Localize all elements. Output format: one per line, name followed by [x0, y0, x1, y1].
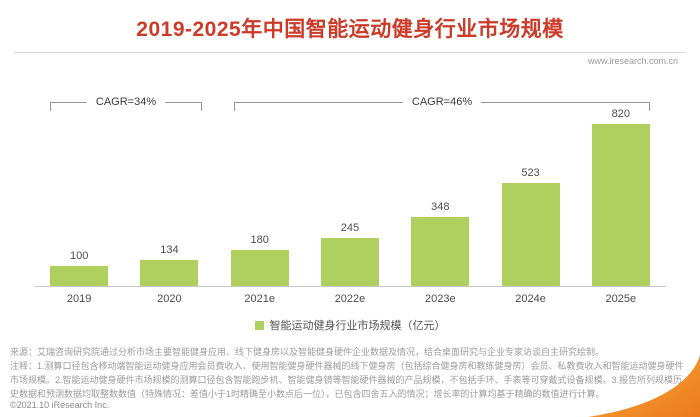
footnotes: 来源：艾瑞咨询研究院通过分析市场主要智能健身应用、线下健身房以及智能健身硬件企业…: [10, 346, 690, 402]
legend-swatch-icon: [254, 320, 264, 330]
x-axis-label: 2022e: [334, 293, 366, 305]
bar-column: 100: [34, 250, 124, 286]
bar-2021e: [230, 250, 289, 286]
cagr-label: CAGR=46%: [402, 96, 482, 108]
x-axis-label: 2023e: [424, 293, 456, 305]
annotation-note: 注释：1.测算口径包含移动端智能运动健身应用会员费收入、使用智能健身硬件器械的线…: [10, 360, 684, 399]
x-axis-label: 2024e: [515, 293, 546, 305]
iresearch-corner-swoosh-icon: [588, 355, 700, 417]
source-note: 来源：艾瑞咨询研究院通过分析市场主要智能健身应用、线下健身房以及智能健身硬件企业…: [10, 347, 605, 357]
x-axis-label: 2019: [66, 293, 92, 305]
bar-value-label: 348: [431, 201, 450, 213]
bar-value-label: 180: [250, 234, 269, 246]
bar-value-label: 100: [69, 250, 89, 262]
plot-area: 100 134 180 245 348 523 820: [34, 96, 666, 287]
bar-chart: CAGR=34% CAGR=46% 100 134 180 245 348 523 820 …: [34, 96, 666, 333]
bar-2022e: [320, 238, 379, 286]
bar-value-label: 245: [340, 222, 360, 234]
x-axis-label: 2025e: [605, 293, 637, 305]
chart-legend: 智能运动健身行业市场规模（亿元）: [34, 317, 666, 333]
bar-column: 523: [485, 167, 575, 286]
website-url: www.iresearch.com.cn: [587, 56, 678, 66]
copyright-text: ©2021.10 iResearch Inc.: [10, 400, 110, 410]
bar-column: 820: [576, 108, 666, 286]
x-axis: 2019 2020 2021e 2022e 2023e 2024e 2025e: [34, 287, 666, 305]
x-axis-label: 2021e: [244, 293, 275, 305]
page-title: 2019-2025年中国智能运动健身行业市场规模: [136, 18, 564, 41]
bar-column: 180: [215, 234, 305, 286]
bar-column: 134: [124, 244, 214, 286]
bar-column: 245: [305, 222, 395, 286]
bar-column: 348: [395, 201, 485, 286]
cagr-bracket-2021-2025: CAGR=46%: [234, 96, 650, 111]
title-divider: [14, 52, 686, 53]
cagr-bracket-2019-2020: CAGR=34%: [50, 96, 202, 111]
bar-value-label: 523: [521, 167, 540, 179]
bar-2019: [50, 266, 109, 286]
bar-2024e: [501, 183, 560, 286]
bar-2023e: [411, 217, 470, 286]
x-axis-label: 2020: [157, 293, 182, 305]
legend-label: 智能运动健身行业市场规模（亿元）: [269, 320, 446, 332]
bar-2025e: [591, 124, 650, 286]
bar-value-label: 820: [611, 108, 630, 120]
cagr-label: CAGR=34%: [86, 96, 166, 108]
bar-2020: [140, 260, 199, 286]
bar-value-label: 134: [160, 244, 179, 256]
